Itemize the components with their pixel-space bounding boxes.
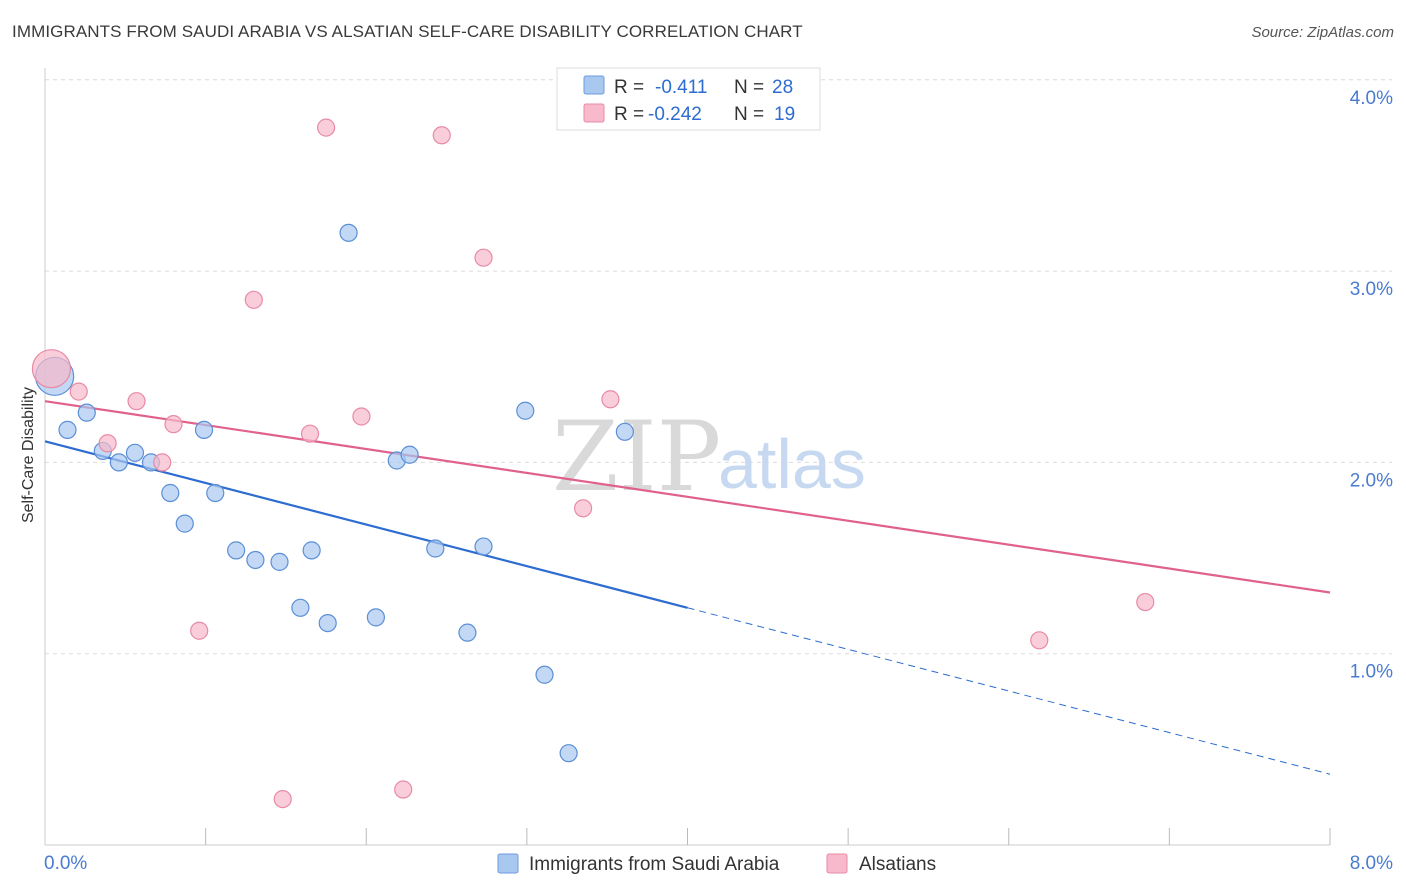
data-point-s0-20 [400, 445, 419, 464]
data-point-s1-1 [69, 382, 88, 401]
data-point-s0-16 [318, 613, 337, 633]
data-point-s0-14 [291, 598, 310, 617]
data-point-s0-12 [246, 550, 265, 570]
data-point-s0-15 [302, 541, 321, 560]
data-point-s0-2 [77, 403, 96, 422]
data-point-s1-6 [190, 621, 209, 640]
data-point-s0-18 [366, 608, 385, 627]
data-point-s0-10 [206, 483, 225, 503]
legend-n-label-2: N = [734, 104, 764, 125]
trend-line-solid-1 [44, 400, 1331, 594]
data-point-s0-25 [535, 665, 554, 684]
data-point-s1-15 [573, 499, 593, 518]
data-point-s1-5 [164, 415, 183, 434]
legend-n-value-2: 19 [774, 104, 795, 125]
data-point-s0-9 [194, 420, 214, 439]
data-point-s0-1 [58, 420, 77, 439]
data-point-s0-27 [615, 422, 634, 441]
bottom-legend-label-saudi: Immigrants from Saudi Arabia [529, 854, 780, 875]
data-point-s0-26 [559, 744, 578, 763]
bottom-legend-swatch-alsatian [826, 853, 848, 874]
x-tick-label-min: 0.0% [44, 853, 87, 874]
chart-title: IMMIGRANTS FROM SAUDI ARABIA VS ALSATIAN… [12, 22, 803, 41]
data-points [31, 118, 1155, 809]
data-point-s1-3 [127, 392, 146, 411]
data-point-s1-0 [31, 349, 72, 389]
data-point-s1-13 [432, 126, 451, 145]
y-tick-label-3: 3.0% [1350, 279, 1393, 300]
data-point-s0-8 [175, 514, 194, 533]
source-label: Source: ZipAtlas.com [1251, 24, 1394, 41]
legend-n-value-1: 28 [772, 77, 793, 98]
legend-swatch-alsatian [583, 103, 605, 123]
legend-n-label-1: N = [734, 77, 764, 98]
trend-line-dashed-0 [687, 607, 1331, 775]
data-point-s0-7 [161, 483, 180, 503]
grid-lines [45, 79, 1392, 655]
watermark-zip: ZIP [552, 401, 721, 513]
data-point-s0-4 [109, 453, 128, 472]
bottom-legend-swatch-saudi [497, 853, 519, 874]
tick-labels: 1.0% 2.0% 3.0% 4.0% 0.0% 8.0% [44, 88, 1393, 874]
x-tick-label-max: 8.0% [1350, 853, 1393, 874]
data-point-s1-10 [316, 118, 336, 137]
watermark-atlas: atlas [718, 425, 866, 503]
data-point-s1-14 [474, 248, 493, 267]
axes [44, 68, 1331, 846]
bottom-legend-label-alsatian: Alsatians [859, 854, 936, 875]
legend-swatch-saudi [583, 75, 605, 95]
data-point-s1-4 [153, 453, 172, 472]
data-point-s0-23 [474, 537, 493, 556]
y-axis-label: Self-Care Disability [20, 387, 37, 523]
data-point-s1-11 [352, 407, 371, 426]
y-tick-label-2: 2.0% [1350, 470, 1393, 491]
y-tick-label-1: 1.0% [1350, 662, 1393, 683]
series-legend: Immigrants from Saudi Arabia Alsatians [497, 853, 936, 875]
legend-r-value-1: -0.411 [655, 77, 707, 98]
data-point-s0-11 [227, 541, 246, 560]
data-point-s0-17 [339, 223, 358, 242]
data-point-s1-9 [300, 424, 320, 443]
legend-r-label-1: R = [614, 77, 644, 98]
data-point-s1-18 [1136, 592, 1155, 612]
legend-r-label-2: R = [614, 104, 644, 125]
data-point-s1-7 [244, 290, 263, 309]
data-point-s1-17 [1030, 631, 1049, 650]
data-point-s0-13 [270, 552, 289, 571]
data-point-s1-12 [394, 780, 413, 799]
data-point-s1-16 [601, 390, 620, 409]
legend-r-value-2: -0.242 [648, 104, 702, 125]
data-point-s0-21 [426, 539, 445, 558]
y-tick-label-4: 4.0% [1350, 88, 1393, 109]
data-point-s0-5 [125, 443, 145, 462]
data-point-s1-8 [273, 789, 292, 809]
data-point-s0-24 [516, 401, 535, 420]
correlation-legend: R = -0.411 N = 28 R = -0.242 N = 19 [556, 67, 821, 131]
data-point-s1-2 [98, 434, 117, 453]
data-point-s0-22 [458, 623, 477, 642]
